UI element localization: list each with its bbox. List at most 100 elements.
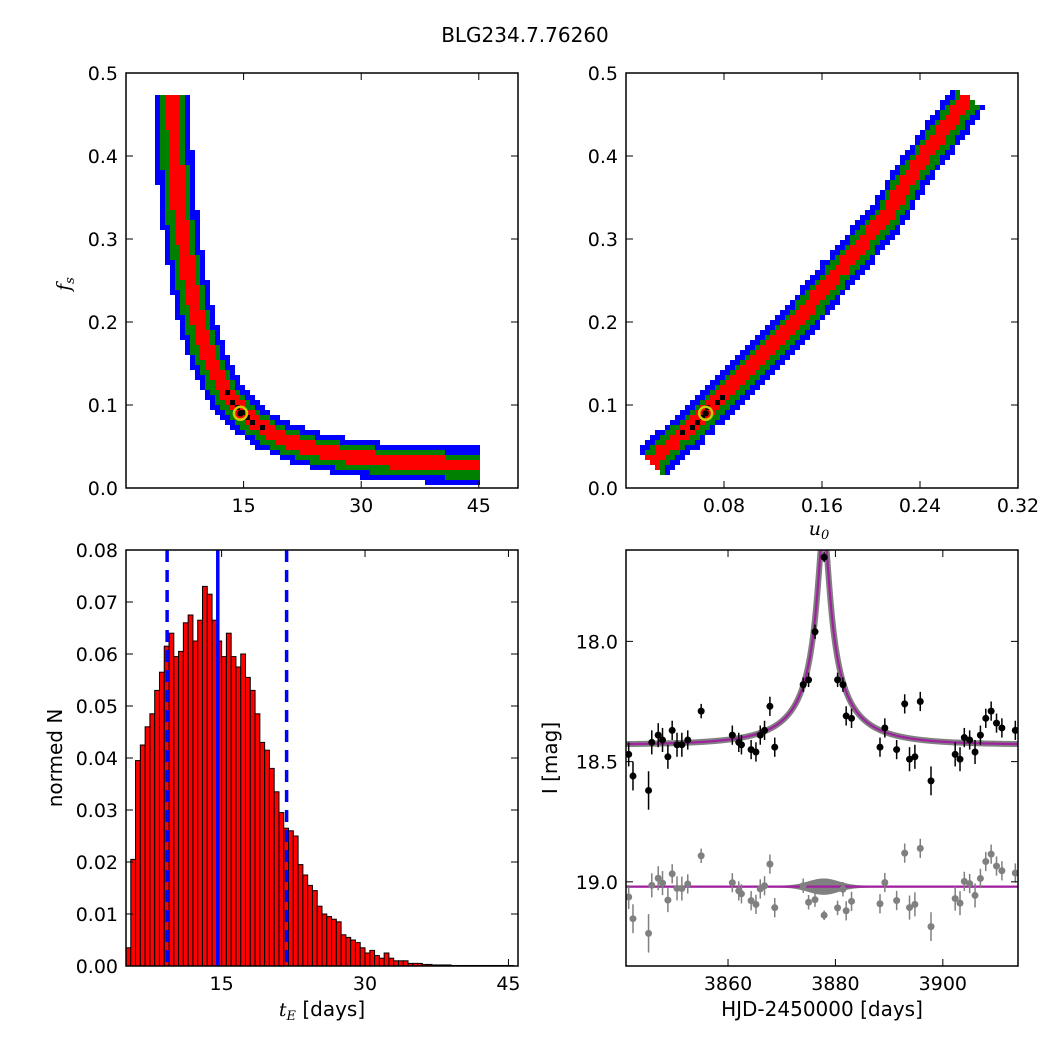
data-point: [668, 726, 676, 734]
region-2sigma-cell: [190, 240, 195, 245]
region-2sigma-cell: [190, 330, 195, 335]
region-3sigma-cell: [645, 440, 650, 445]
region-1sigma-cell: [700, 410, 705, 415]
region-3sigma-cell: [180, 330, 185, 335]
region-2sigma-cell: [915, 185, 920, 190]
y-tick-label: 18.0: [576, 631, 618, 653]
region-1sigma-cell: [170, 190, 175, 195]
region-3sigma-cell: [740, 355, 745, 360]
histogram-bar: [331, 918, 337, 966]
region-1sigma-cell: [920, 155, 925, 160]
region-1sigma-cell: [175, 235, 180, 240]
region-3sigma-cell: [325, 465, 330, 470]
region-1sigma-cell: [435, 460, 440, 465]
region-1sigma-cell: [345, 450, 350, 455]
region-3sigma-cell: [185, 105, 190, 110]
region-3sigma-cell: [980, 105, 985, 110]
region-3sigma-cell: [805, 335, 810, 340]
region-3sigma-cell: [460, 480, 465, 485]
region-2sigma-cell: [205, 370, 210, 375]
region-2sigma-cell: [190, 350, 195, 355]
region-1sigma-cell: [725, 390, 730, 395]
region-2sigma-cell: [975, 105, 980, 110]
region-2sigma-cell: [210, 335, 215, 340]
y-axis-label: fs: [53, 277, 78, 293]
region-2sigma-cell: [280, 425, 285, 430]
region-2sigma-cell: [195, 355, 200, 360]
y-tick-label: 0.04: [76, 748, 118, 770]
region-3sigma-cell: [695, 445, 700, 450]
region-2sigma-cell: [180, 300, 185, 305]
region-2sigma-cell: [230, 385, 235, 390]
region-3sigma-cell: [720, 415, 725, 420]
region-3sigma-cell: [170, 290, 175, 295]
data-point: [664, 753, 672, 761]
region-3sigma-cell: [220, 340, 225, 345]
region-1sigma-cell: [775, 335, 780, 340]
region-1sigma-cell: [195, 315, 200, 320]
region-2sigma-cell: [860, 230, 865, 235]
region-3sigma-cell: [450, 480, 455, 485]
region-1sigma-cell: [180, 180, 185, 185]
y-tick-label: 0.07: [76, 592, 118, 614]
region-2sigma-cell: [435, 470, 440, 475]
region-3sigma-cell: [700, 435, 705, 440]
region-3sigma-cell: [775, 320, 780, 325]
histogram-bar: [192, 640, 199, 966]
region-1sigma-cell: [950, 105, 955, 110]
region-2sigma-cell: [815, 280, 820, 285]
region-2sigma-cell: [195, 265, 200, 270]
region-3sigma-cell: [195, 230, 200, 235]
region-1sigma-cell: [880, 215, 885, 220]
residual-point: [998, 867, 1006, 875]
residual-point: [684, 880, 692, 888]
region-2sigma-cell: [185, 185, 190, 190]
region-3sigma-cell: [970, 115, 975, 120]
region-2sigma-cell: [310, 455, 315, 460]
residual-point: [747, 897, 755, 905]
region-1sigma-cell: [365, 460, 370, 465]
region-1sigma-cell: [845, 260, 850, 265]
region-3sigma-cell: [910, 205, 915, 210]
region-3sigma-cell: [675, 420, 680, 425]
region-2sigma-cell: [250, 405, 255, 410]
region-2sigma-cell: [165, 205, 170, 210]
region-3sigma-cell: [905, 210, 910, 215]
x-tick-label: 0.24: [899, 495, 941, 517]
region-2sigma-cell: [865, 255, 870, 260]
region-2sigma-cell: [170, 215, 175, 220]
residual-point: [728, 879, 736, 887]
region-3sigma-cell: [765, 330, 770, 335]
region-1sigma-cell: [175, 150, 180, 155]
region-3sigma-cell: [185, 120, 190, 125]
region-3sigma-cell: [165, 245, 170, 250]
region-3sigma-cell: [155, 140, 160, 145]
lightcurve-area: [626, 550, 1018, 953]
region-2sigma-cell: [170, 250, 175, 255]
region-2sigma-cell: [410, 470, 415, 475]
histogram-bar: [288, 830, 294, 966]
region-1sigma-cell: [170, 115, 175, 120]
region-3sigma-cell: [750, 385, 755, 390]
region-2sigma-cell: [925, 135, 930, 140]
region-1sigma-cell: [920, 160, 925, 165]
region-2sigma-cell: [805, 320, 810, 325]
region-1sigma-cell: [230, 395, 235, 400]
region-3sigma-cell: [660, 430, 665, 435]
region-1sigma-cell: [800, 320, 805, 325]
region-1sigma-cell: [690, 415, 695, 420]
region-2sigma-cell: [790, 310, 795, 315]
histogram-bar: [225, 632, 232, 966]
region-1sigma-cell: [665, 445, 670, 450]
region-3sigma-cell: [175, 290, 180, 295]
region-3sigma-cell: [805, 285, 810, 290]
region-3sigma-cell: [905, 155, 910, 160]
region-2sigma-cell: [760, 365, 765, 370]
region-1sigma-cell: [180, 235, 185, 240]
region-1sigma-cell: [770, 335, 775, 340]
histogram-bar: [206, 593, 213, 966]
region-2sigma-cell: [465, 475, 470, 480]
region-2sigma-cell: [195, 345, 200, 350]
region-3sigma-cell: [165, 225, 170, 230]
region-1sigma-cell: [300, 445, 305, 450]
